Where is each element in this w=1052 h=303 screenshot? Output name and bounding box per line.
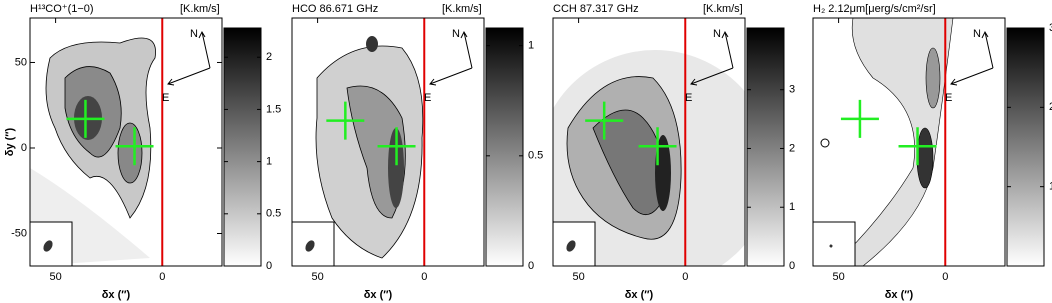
- x-tick-label: 0: [682, 271, 688, 283]
- compass-east: E: [945, 92, 952, 104]
- source-cross: [66, 99, 105, 138]
- compass-arrow: [690, 30, 734, 86]
- colorbar-tick-label: 2: [789, 142, 795, 154]
- colorbar-tick-label: 0.5: [266, 208, 281, 220]
- panel-title: H¹³CO⁺(1−0): [30, 3, 94, 15]
- colorbar-tick-label: 10: [1049, 181, 1052, 193]
- colorbar-tick-label: 0: [789, 260, 795, 272]
- compass-north: N: [973, 28, 981, 40]
- map-image: [820, 18, 954, 266]
- compass-north: N: [452, 28, 460, 40]
- y-tick-label: 50: [15, 56, 27, 68]
- compass-arrow: [429, 30, 473, 86]
- colorbar-tick-label: 2: [266, 51, 272, 63]
- beam: [566, 240, 576, 252]
- compass-east: E: [162, 92, 169, 104]
- x-tick-label: 0: [159, 271, 165, 283]
- colorbar-tick-label: 20: [1049, 101, 1052, 113]
- beam: [43, 240, 53, 252]
- compass-east: E: [424, 92, 431, 104]
- map-frame: [291, 17, 485, 267]
- x-tick-label: 0: [421, 271, 427, 283]
- compass-arrow: [950, 30, 994, 86]
- source-cross: [898, 127, 937, 166]
- y-tick-label: -50: [11, 227, 27, 239]
- colorbar-tick-label: 0: [528, 260, 534, 272]
- map-frame: [812, 17, 1006, 267]
- source-cross: [638, 127, 677, 166]
- source-cross: [377, 127, 416, 166]
- beam-box: [812, 221, 856, 267]
- x-axis-label: δx (″): [885, 289, 914, 301]
- beam: [829, 244, 833, 248]
- x-tick-label: 50: [572, 271, 584, 283]
- x-axis-label: δx (″): [102, 289, 131, 301]
- x-axis-label: δx (″): [625, 289, 654, 301]
- x-tick-label: 0: [942, 271, 948, 283]
- panel-unit: [K.km/s]: [180, 3, 220, 15]
- compass-north: N: [713, 28, 721, 40]
- x-axis-label: δx (″): [364, 289, 393, 301]
- source-cross: [115, 127, 154, 166]
- panel-unit: [K.km/s]: [703, 3, 743, 15]
- colorbar: [485, 27, 524, 267]
- colorbar-tick-label: 1: [528, 40, 534, 52]
- panel-title: CCH 87.317 GHz: [553, 3, 639, 15]
- x-tick-label: 50: [311, 271, 323, 283]
- colorbar-tick-label: 0: [266, 260, 272, 272]
- y-tick-label: 0: [21, 142, 27, 154]
- compass-arrow: [167, 30, 211, 86]
- panel-title: HCO 86.671 GHz: [292, 3, 378, 15]
- map-image: [315, 36, 424, 259]
- colorbar-tick-label: 0.5: [528, 150, 543, 162]
- panel-title: H₂ 2.12μm[μerg/s/cm²/sr]: [813, 3, 936, 15]
- compass-north: N: [190, 28, 198, 40]
- colorbar-tick-label: 1: [266, 156, 272, 168]
- colorbar: [223, 27, 262, 267]
- panel-unit: [K.km/s]: [442, 3, 482, 15]
- colorbar-tick-label: 3: [789, 84, 795, 96]
- x-tick-label: 50: [832, 271, 844, 283]
- x-tick-label: 50: [49, 271, 61, 283]
- map-image: [553, 50, 745, 266]
- source-cross: [585, 101, 624, 140]
- colorbar: [1006, 27, 1045, 267]
- source-cross: [840, 99, 879, 138]
- colorbar-tick-label: 1: [789, 201, 795, 213]
- compass-east: E: [685, 92, 692, 104]
- y-axis-label: δy (″): [4, 127, 16, 156]
- map-frame: [29, 17, 223, 267]
- beam: [305, 240, 315, 252]
- colorbar-tick-label: 1.5: [266, 103, 281, 115]
- colorbar: [746, 27, 785, 267]
- map-frame: [552, 17, 746, 267]
- source-cross: [326, 101, 365, 140]
- colorbar-tick-label: 30: [1049, 22, 1052, 34]
